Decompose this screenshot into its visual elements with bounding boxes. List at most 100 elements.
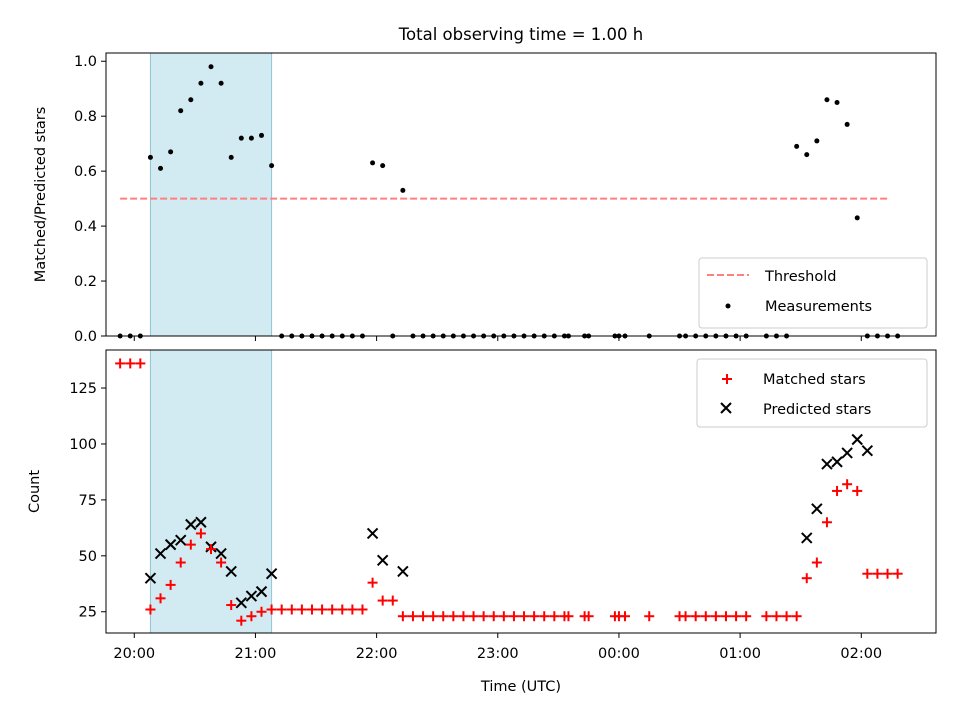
matched-star-point <box>407 611 418 622</box>
matched-star-point <box>448 611 459 622</box>
matched-star-point <box>761 611 772 622</box>
measurement-point <box>854 215 860 221</box>
count-y-tick-label: 125 <box>69 381 97 397</box>
measurement-point <box>814 138 820 144</box>
matched-star-point <box>710 611 721 622</box>
matched-star-point <box>306 604 317 615</box>
observing-window-shade-top <box>149 52 273 337</box>
matched-star-point <box>791 611 802 622</box>
matched-star-point <box>872 568 883 579</box>
observing-window-shade-bottom <box>149 349 273 634</box>
measurement-point <box>844 121 850 127</box>
matched-star-point <box>216 557 227 568</box>
matched-star-point <box>468 611 479 622</box>
matched-star-point <box>539 611 550 622</box>
matched-star-point <box>801 573 812 584</box>
measurement-point <box>380 163 386 169</box>
predicted-star-point <box>801 532 813 544</box>
measurement-point <box>824 97 830 103</box>
matched-star-point <box>236 615 247 626</box>
predicted-star-point <box>376 554 389 566</box>
measurement-point <box>198 80 204 86</box>
ratio-axes-frame <box>105 52 937 337</box>
matched-star-point <box>357 604 368 615</box>
predicted-star-point <box>245 590 258 602</box>
predicted-star-point <box>831 456 843 468</box>
matched-star-point <box>327 604 338 615</box>
matched-star-point <box>731 611 742 622</box>
matched-star-point <box>256 606 267 617</box>
matched-star-point <box>276 604 287 615</box>
x-tick-label: 21:00 <box>235 646 277 662</box>
measurement-point <box>258 132 264 138</box>
count-y-axis-label: Count <box>27 470 43 513</box>
predicted-star-point <box>851 433 863 446</box>
predicted-star-point <box>144 572 157 584</box>
matched-star-point <box>387 595 398 606</box>
matched-star-point <box>478 611 489 622</box>
predicted-star-point <box>841 447 853 459</box>
matched-star-point <box>377 595 388 606</box>
threshold-legend-label: Threshold <box>764 269 836 285</box>
matched-star-point <box>337 604 348 615</box>
matched-star-point <box>832 485 843 496</box>
measurement-point <box>400 187 406 193</box>
matched-star-point <box>296 604 307 615</box>
ratio-x-ticks <box>133 336 862 341</box>
matched-star-point <box>125 358 136 369</box>
ratio-legend: Threshold Measurements <box>698 257 928 329</box>
predicted-legend-label: Predicted stars <box>763 402 871 418</box>
predicted-star-point <box>164 538 177 551</box>
predicted-star-point <box>861 444 874 457</box>
matched-star-point <box>367 577 378 588</box>
measurement-point <box>269 163 275 169</box>
x-tick-label: 00:00 <box>598 646 640 662</box>
x-tick-label: 01:00 <box>719 646 761 662</box>
matched-star-point <box>821 517 832 528</box>
matched-star-point <box>862 568 873 579</box>
matched-legend-label: Matched stars <box>763 372 866 388</box>
count-y-tick-label: 50 <box>79 549 97 565</box>
predicted-star-point <box>195 516 207 528</box>
matched-star-point <box>135 358 146 369</box>
matched-star-points <box>115 358 903 626</box>
matched-star-point <box>175 557 186 568</box>
measurement-point <box>188 97 194 103</box>
x-tick-label: 20:00 <box>113 646 155 662</box>
count-legend: Matched stars Predicted stars <box>696 358 928 428</box>
predicted-star-point <box>185 518 197 531</box>
measurement-point <box>238 135 244 141</box>
measurement-point <box>228 154 234 160</box>
predicted-star-point <box>255 585 268 598</box>
predicted-star-points <box>144 433 874 609</box>
ratio-panel: 0.0 0.2 0.4 0.6 0.8 1.0 Matched/Predicted sta… <box>33 52 937 345</box>
x-tick-label: 23:00 <box>477 646 519 662</box>
x-axis-label: Time (UTC) <box>480 679 561 695</box>
matched-star-point <box>458 611 469 622</box>
measurements-legend-marker <box>725 303 731 309</box>
measurement-point <box>370 160 376 166</box>
ratio-legend-box <box>698 257 928 329</box>
matched-star-point <box>680 611 691 622</box>
predicted-star-point <box>154 547 167 560</box>
matched-star-point <box>195 528 206 539</box>
ratio-y-tick-label: 1.0 <box>74 54 97 70</box>
matched-star-point <box>246 611 257 622</box>
matched-star-point <box>583 611 594 622</box>
matched-star-point <box>155 593 166 604</box>
measurement-point <box>208 64 214 70</box>
matched-star-point <box>811 557 822 568</box>
matched-star-point <box>508 611 519 622</box>
measurement-point <box>168 149 174 155</box>
predicted-star-point <box>225 565 237 578</box>
measurement-point <box>178 108 184 114</box>
matched-star-point <box>438 611 449 622</box>
matched-star-point <box>498 611 509 622</box>
predicted-star-point <box>175 534 187 546</box>
matched-star-point <box>397 611 408 622</box>
ratio-y-tick-label: 0.0 <box>74 329 97 345</box>
matched-star-point <box>519 611 530 622</box>
count-y-axis: 25 50 75 100 125 <box>69 381 106 621</box>
predicted-star-point <box>821 458 833 470</box>
